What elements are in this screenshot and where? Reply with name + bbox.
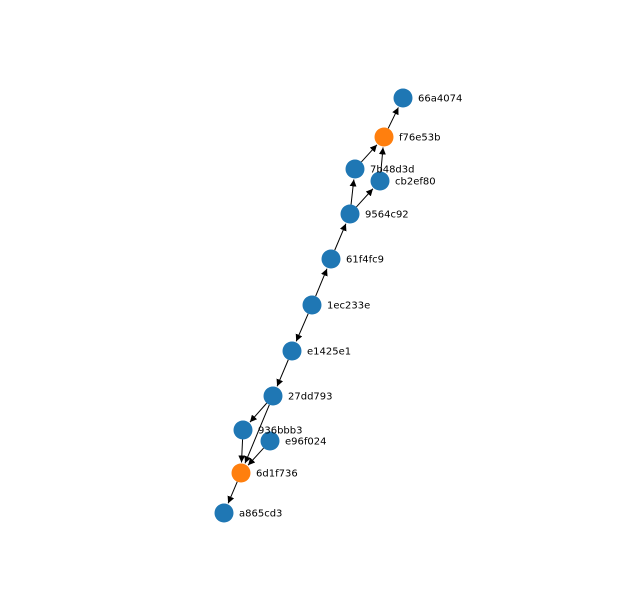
node-label-6d1f736: 6d1f736	[256, 469, 298, 480]
node-6d1f736[interactable]	[231, 463, 251, 483]
node-27dd793[interactable]	[263, 386, 283, 406]
edge-9564c92-to-7b48d3d	[349, 179, 357, 205]
node-label-cb2ef80: cb2ef80	[395, 177, 436, 188]
edge-27dd793-to-6d1f736	[244, 404, 270, 464]
edges-layer	[227, 107, 399, 504]
node-936bbb3[interactable]	[233, 420, 253, 440]
nodes-layer	[214, 88, 413, 523]
node-1ec233e[interactable]	[302, 295, 322, 315]
node-7b48d3d[interactable]	[345, 159, 365, 179]
edge-1ec233e-to-e1425e1	[295, 313, 309, 342]
node-cb2ef80[interactable]	[370, 171, 390, 191]
node-label-e1425e1: e1425e1	[307, 347, 351, 358]
edge-e96f024-to-6d1f736	[247, 447, 264, 466]
edge-cb2ef80-to-f76e53b	[378, 147, 386, 172]
node-e1425e1[interactable]	[282, 341, 302, 361]
edge-9564c92-to-cb2ef80	[356, 188, 374, 208]
edge-f76e53b-to-66a4074	[387, 107, 399, 129]
node-label-7b48d3d: 7b48d3d	[370, 165, 415, 176]
node-label-66a4074: 66a4074	[418, 94, 462, 105]
node-label-27dd793: 27dd793	[288, 392, 333, 403]
edge-7b48d3d-to-f76e53b	[361, 144, 378, 163]
node-9564c92[interactable]	[340, 204, 360, 224]
node-label-a865cd3: a865cd3	[239, 509, 282, 520]
edge-27dd793-to-936bbb3	[249, 402, 268, 423]
node-f76e53b[interactable]	[374, 127, 394, 147]
edge-1ec233e-to-61f4fc9	[315, 268, 328, 297]
node-label-61f4fc9: 61f4fc9	[346, 255, 384, 266]
node-61f4fc9[interactable]	[321, 249, 341, 269]
node-66a4074[interactable]	[393, 88, 413, 108]
node-label-1ec233e: 1ec233e	[327, 301, 370, 312]
node-label-936bbb3: 936bbb3	[258, 426, 303, 437]
edge-e1425e1-to-27dd793	[276, 359, 289, 387]
edge-6d1f736-to-a865cd3	[227, 481, 238, 504]
node-a865cd3[interactable]	[214, 503, 234, 523]
node-label-f76e53b: f76e53b	[399, 133, 440, 144]
edge-61f4fc9-to-9564c92	[334, 223, 347, 251]
edge-936bbb3-to-6d1f736	[238, 439, 246, 463]
node-label-9564c92: 9564c92	[365, 210, 409, 221]
node-e96f024[interactable]	[260, 431, 280, 451]
node-label-e96f024: e96f024	[285, 437, 326, 448]
